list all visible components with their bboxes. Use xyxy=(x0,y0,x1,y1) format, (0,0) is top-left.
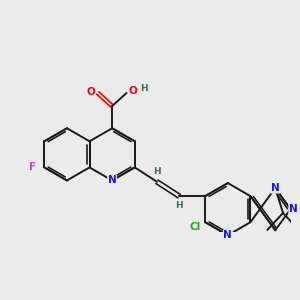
Text: H: H xyxy=(175,201,183,210)
Text: F: F xyxy=(29,162,36,172)
Text: N: N xyxy=(289,204,298,214)
Text: N: N xyxy=(108,176,116,185)
Text: Cl: Cl xyxy=(190,222,201,232)
Text: H: H xyxy=(153,167,161,176)
Text: N: N xyxy=(224,230,232,240)
Text: H: H xyxy=(140,84,148,93)
Text: N: N xyxy=(271,183,280,193)
Text: O: O xyxy=(129,86,137,96)
Text: O: O xyxy=(86,88,95,98)
